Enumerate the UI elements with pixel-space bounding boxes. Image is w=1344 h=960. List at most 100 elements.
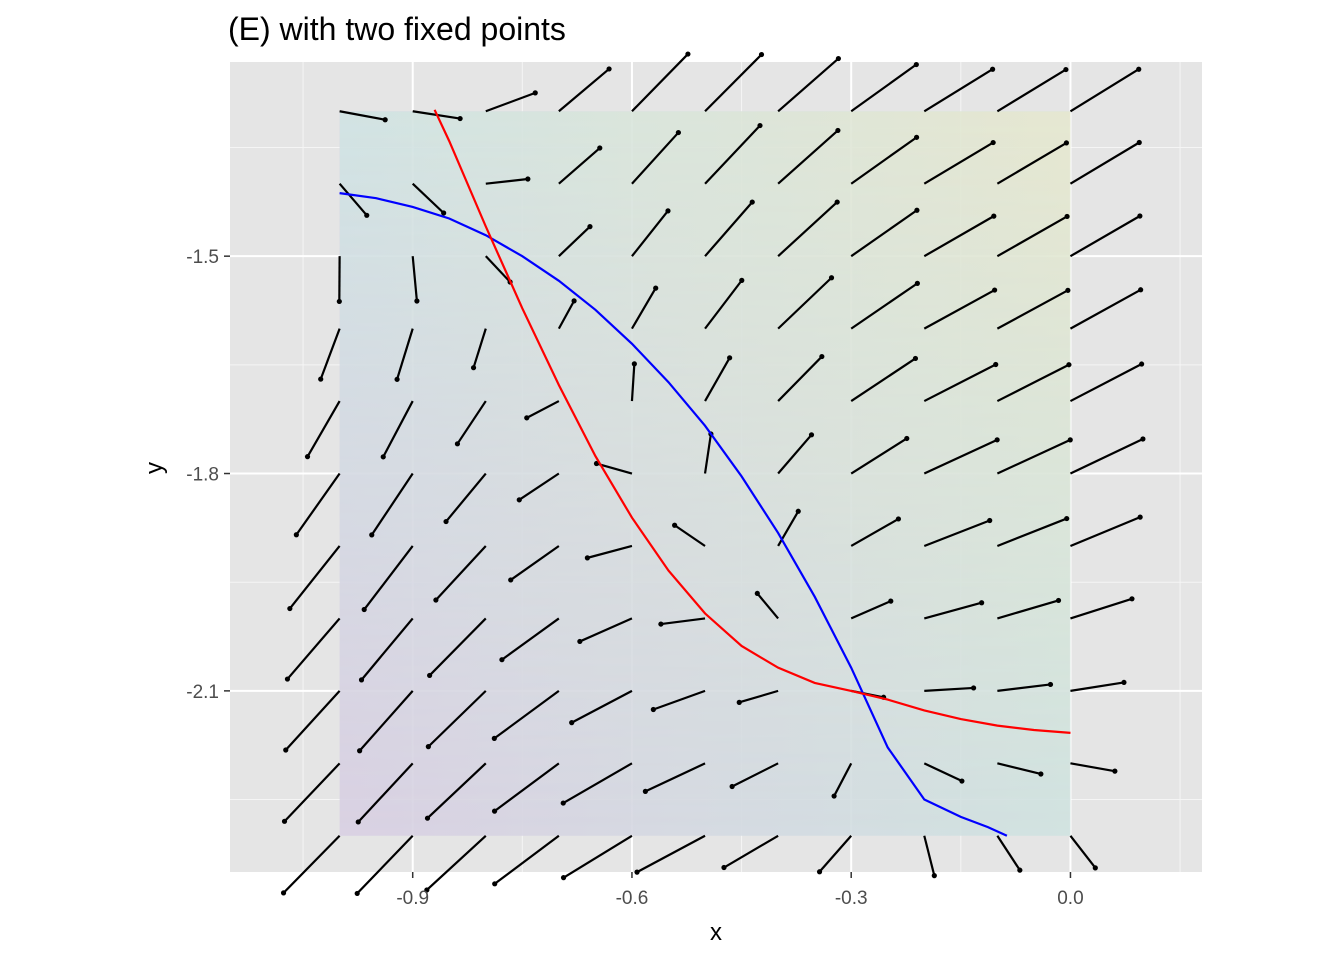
vector-segment: [997, 599, 1059, 620]
vector-segment: [485, 177, 528, 185]
vector-segment: [704, 279, 743, 330]
vector-segment: [319, 328, 341, 380]
vector-segment: [579, 617, 633, 643]
vector-head-dot: [675, 129, 681, 136]
y-tick-label: -2.1: [186, 682, 219, 703]
vector-segment: [833, 762, 853, 797]
vector-head-dot: [912, 355, 919, 362]
vector-head-dot: [895, 516, 902, 522]
vector-segment: [674, 524, 706, 547]
vector-head-dot: [293, 532, 299, 538]
vector-head-dot: [1129, 596, 1135, 602]
vector-head-dot: [819, 353, 825, 360]
vector-head-dot: [631, 361, 637, 367]
vector-segment: [644, 762, 706, 793]
vector-head-dot: [749, 199, 755, 205]
vector-segment: [996, 141, 1067, 185]
vector-head-dot: [424, 887, 430, 893]
vector-segment: [562, 834, 633, 879]
vector-head-dot: [569, 720, 575, 726]
vector-segment: [1070, 762, 1116, 773]
vector-segment: [282, 835, 341, 894]
vector-segment: [924, 686, 974, 692]
vector-head-dot: [357, 748, 363, 754]
vector-head-dot: [1064, 515, 1070, 522]
vector-segment: [756, 592, 779, 620]
vector-segment: [357, 762, 414, 823]
vector-segment: [738, 689, 779, 704]
vector-segment: [428, 617, 487, 677]
vector-segment: [526, 400, 560, 419]
vector-segment: [587, 544, 633, 559]
vector-segment: [777, 129, 839, 185]
vector-segment: [288, 545, 341, 610]
vector-segment: [1069, 215, 1141, 258]
vector-head-dot: [727, 355, 733, 361]
vector-segment: [777, 276, 833, 330]
vector-head-dot: [991, 213, 997, 219]
vector-head-dot: [597, 145, 603, 151]
vector-head-dot: [653, 285, 659, 291]
vector-head-dot: [816, 869, 823, 875]
vector-head-dot: [1017, 867, 1023, 873]
vector-head-dot: [795, 508, 801, 514]
vector-head-dot: [1063, 140, 1070, 146]
vector-segment: [358, 690, 414, 752]
vector-head-dot: [369, 532, 375, 538]
vector-head-dot: [424, 815, 431, 821]
vector-head-dot: [1137, 514, 1143, 520]
vector-segment: [723, 834, 779, 869]
vector-segment: [777, 434, 813, 475]
vector-head-dot: [672, 522, 678, 528]
x-tick-label: -0.3: [835, 888, 868, 909]
vector-head-dot: [525, 176, 531, 182]
vector-segment: [283, 762, 341, 823]
vector-segment: [1070, 681, 1125, 692]
vector-segment: [850, 136, 918, 185]
vector-segment: [818, 835, 853, 873]
vector-segment: [997, 762, 1042, 776]
vector-head-dot: [758, 51, 765, 58]
vector-head-dot: [441, 210, 447, 216]
vector-head-dot: [987, 517, 993, 524]
vector-segment: [339, 110, 386, 121]
vector-head-dot: [606, 66, 612, 72]
vector-head-dot: [913, 61, 919, 68]
vector-head-dot: [913, 134, 920, 140]
vector-head-dot: [831, 793, 837, 799]
vector-segment: [456, 400, 487, 445]
vector-segment: [850, 357, 917, 402]
vector-segment: [923, 438, 998, 475]
vector-head-dot: [1055, 597, 1062, 604]
vector-head-dot: [577, 638, 583, 645]
vector-head-dot: [634, 869, 640, 875]
vector-segment: [426, 762, 487, 819]
vector-segment: [996, 215, 1068, 258]
vector-head-dot: [1112, 768, 1118, 774]
vector-head-dot: [904, 435, 910, 442]
vector-segment: [510, 545, 560, 581]
vector-head-dot: [650, 706, 656, 713]
vector-segment: [426, 834, 487, 891]
vector-head-dot: [721, 864, 727, 871]
vector-segment: [703, 433, 713, 474]
vector-segment: [411, 182, 445, 214]
vector-head-dot: [1138, 287, 1144, 293]
vector-segment: [660, 617, 706, 626]
vector-head-dot: [443, 518, 449, 525]
vector-head-dot: [754, 590, 760, 597]
vector-head-dot: [364, 212, 370, 218]
vector-segment: [493, 689, 560, 740]
vector-field: [280, 51, 1146, 897]
vector-head-dot: [914, 207, 920, 213]
x-axis: -0.9 -0.6 -0.3 0.0: [396, 872, 1084, 909]
vector-segment: [996, 835, 1021, 871]
vector-segment: [370, 472, 414, 536]
vector-segment: [850, 518, 899, 547]
vector-head-dot: [414, 298, 420, 304]
vector-head-dot: [499, 657, 505, 663]
vector-segment: [1069, 835, 1097, 869]
vector-head-dot: [318, 376, 324, 382]
vector-head-dot: [990, 139, 996, 146]
vector-segment: [777, 57, 840, 113]
